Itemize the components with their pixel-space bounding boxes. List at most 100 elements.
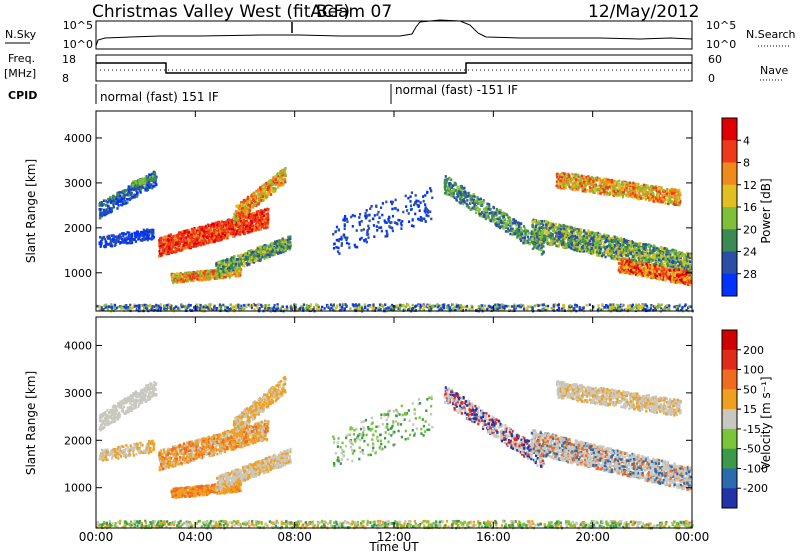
power-echo (343, 233, 346, 237)
power-echo (278, 246, 281, 249)
power-echo (666, 264, 669, 268)
power-echo (393, 221, 396, 224)
power-echo (355, 229, 358, 232)
power-echo (480, 215, 483, 218)
power-echo (538, 228, 541, 232)
power-echo (202, 242, 205, 245)
power-echo (139, 230, 142, 234)
power-echo (263, 226, 266, 230)
power-echo (172, 272, 175, 276)
power-echo (464, 191, 467, 195)
power-echo (260, 250, 263, 253)
power-echo (180, 275, 183, 278)
power-echo (458, 195, 461, 198)
nsearch-tick-high: 10^5 (706, 19, 736, 32)
power-echo (583, 238, 586, 241)
power-echo (257, 195, 260, 199)
power-echo (197, 238, 200, 242)
power-echo (499, 226, 502, 230)
power-echo (214, 238, 217, 242)
power-echo (456, 185, 459, 189)
power-echo (253, 219, 256, 223)
power-echo (181, 230, 184, 233)
power-echo (268, 190, 271, 194)
power-echo (231, 220, 234, 224)
power-echo (404, 194, 407, 198)
power-echo (470, 200, 473, 204)
power-echo (537, 229, 540, 233)
power-echo (125, 241, 128, 245)
power-echo (218, 231, 221, 235)
power-echo (196, 278, 199, 281)
power-echo (266, 188, 269, 191)
power-echo (503, 217, 506, 221)
power-echo (449, 183, 452, 186)
power-echo (655, 266, 658, 269)
power-echo (482, 210, 485, 214)
power-echo (198, 225, 201, 229)
power-echo (125, 238, 128, 242)
power-echo (609, 248, 612, 252)
power-echo (258, 252, 261, 256)
power-echo (558, 223, 561, 226)
power-echo (238, 204, 241, 208)
power-echo (370, 205, 373, 208)
power-echo (133, 195, 137, 199)
power-echo (289, 241, 292, 244)
power-echo (504, 222, 507, 225)
power-echo (258, 186, 262, 190)
power-echo (258, 219, 261, 222)
power-echo (445, 188, 448, 192)
power-echo (146, 178, 149, 182)
power-echo (364, 238, 367, 241)
power-echo (179, 242, 182, 246)
power-echo (373, 235, 376, 238)
power-echo (262, 250, 265, 253)
power-echo (128, 239, 132, 242)
power-echo (177, 237, 180, 240)
power-echo (248, 258, 251, 261)
power-echo (238, 227, 241, 231)
nsky-tick-high: 10^5 (63, 19, 93, 32)
power-echo (224, 234, 227, 237)
power-echo (222, 267, 225, 271)
power-echo (249, 254, 252, 257)
power-echo (158, 242, 161, 246)
power-echo (135, 181, 138, 185)
power-echo (343, 217, 346, 220)
power-echo (424, 211, 427, 214)
power-echo (459, 201, 462, 205)
power-echo (196, 238, 199, 242)
power-echo (187, 243, 190, 247)
power-echo (504, 225, 507, 228)
power-echo (524, 241, 527, 245)
power-echo (418, 218, 421, 221)
power-echo (388, 216, 391, 220)
power-echo (135, 189, 138, 193)
power-echo (510, 223, 513, 227)
power-echo (273, 253, 276, 256)
power-echo (472, 198, 475, 202)
power-echo (100, 202, 103, 206)
power-echo (474, 205, 477, 209)
power-echo (164, 235, 167, 238)
power-echo (154, 176, 157, 180)
power-echo (256, 217, 259, 221)
power-echo (350, 215, 353, 219)
power-echo (677, 256, 680, 259)
power-echo (178, 231, 181, 234)
power-echo (486, 208, 489, 212)
power-echo (217, 239, 221, 242)
power-echo (233, 217, 236, 221)
power-echo (121, 191, 124, 195)
power-echo (180, 280, 183, 284)
power-echo (239, 230, 242, 234)
power-echo (523, 229, 526, 233)
power-echo (219, 230, 222, 233)
power-echo (225, 226, 228, 229)
power-echo (101, 211, 104, 215)
power-echo (229, 221, 232, 225)
freq-tick-low: 8 (62, 72, 69, 85)
power-echo (423, 217, 426, 221)
